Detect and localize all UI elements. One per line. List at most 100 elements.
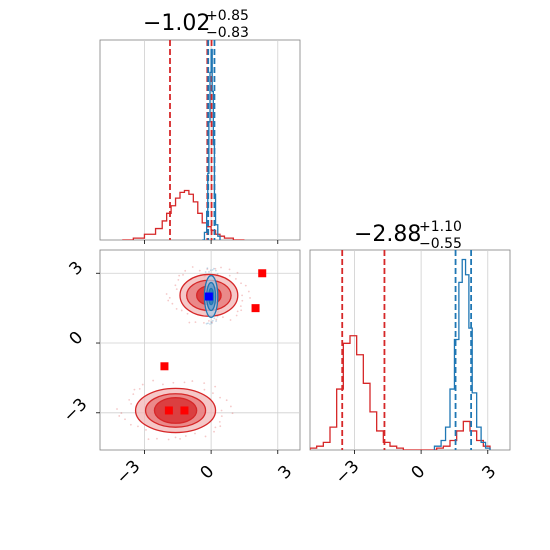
panel-bottom-left: [96, 249, 301, 454]
scatter-point: [236, 310, 239, 313]
y-tick-label: 0: [66, 328, 88, 350]
scatter-point: [208, 270, 210, 273]
scatter-point: [219, 396, 221, 399]
scatter-point: [239, 305, 242, 308]
scatter-point: [215, 318, 218, 321]
scatter-point: [184, 435, 187, 437]
x-tick-label: 3: [275, 462, 297, 484]
marker-point: [164, 406, 173, 415]
scatter-point: [198, 269, 201, 272]
x-tick-label: 0: [408, 462, 430, 484]
scatter-point: [204, 435, 207, 438]
scatter-point: [156, 437, 158, 440]
scatter-point: [235, 314, 238, 317]
scatter-point: [205, 322, 208, 325]
scatter-point: [118, 415, 121, 417]
series-group: [116, 266, 267, 441]
scatter-point: [214, 385, 217, 388]
scatter-point: [167, 299, 170, 302]
marker-point: [251, 304, 260, 313]
scatter-point: [145, 429, 147, 431]
x-tick-label: −3: [332, 457, 364, 489]
scatter-point: [247, 290, 250, 293]
scatter-point: [216, 273, 219, 275]
scatter-point: [177, 278, 180, 281]
bottom-left-x-tick-labels: −3 0 3: [113, 457, 297, 489]
tick-marks: [96, 272, 279, 454]
y-tick-label: 3: [66, 258, 88, 280]
scatter-point: [124, 418, 126, 421]
scatter-point: [188, 321, 191, 324]
scatter-point: [211, 319, 214, 322]
marker-point: [180, 406, 189, 415]
scatter-point: [240, 309, 243, 312]
scatter-point: [210, 321, 213, 323]
scatter-point: [228, 268, 231, 271]
scatter-point: [162, 383, 164, 386]
scatter-point: [174, 436, 177, 439]
scatter-point: [215, 320, 218, 323]
scatter-point: [168, 296, 171, 299]
scatter-point: [178, 274, 181, 277]
scatter-point: [183, 381, 186, 384]
scatter-point: [220, 409, 223, 412]
scatter-point: [228, 274, 231, 277]
scatter-point: [128, 398, 131, 401]
scatter-point: [207, 322, 209, 325]
scatter-point: [209, 323, 211, 325]
scatter-point: [212, 392, 214, 395]
title-value: −1.02: [143, 11, 210, 36]
scatter-point: [120, 412, 123, 414]
scatter-point: [211, 269, 214, 271]
x-tick-label: 0: [197, 462, 219, 484]
title-lower-error: −0.55: [419, 236, 462, 252]
title-upper-error: +1.10: [419, 219, 462, 235]
scatter-point: [116, 408, 118, 410]
scatter-point: [213, 430, 215, 433]
histogram-step-series-1: [202, 48, 221, 240]
scatter-point: [186, 312, 189, 315]
scatter-point: [133, 388, 136, 391]
scatter-point: [191, 380, 194, 382]
scatter-point: [130, 402, 133, 405]
scatter-point: [194, 321, 197, 323]
scatter-point: [180, 309, 183, 312]
tick-marks: [354, 450, 489, 454]
contour-level-series-0: [153, 397, 198, 424]
scatter-point: [210, 322, 213, 325]
series-group: [310, 250, 491, 450]
scatter-point: [240, 282, 242, 285]
scatter-point: [137, 425, 139, 428]
scatter-point: [175, 307, 178, 310]
scatter-point: [216, 315, 219, 318]
marker-point: [160, 362, 169, 371]
scatter-point: [175, 288, 178, 291]
scatter-point: [184, 269, 187, 272]
scatter-point: [171, 302, 174, 305]
histogram-step-series-1: [433, 258, 491, 450]
title-lower-error: −0.83: [206, 25, 249, 41]
scatter-point: [202, 321, 205, 324]
histogram-step-series-0: [310, 335, 491, 450]
panel-top-left: [99, 39, 301, 244]
scatter-point: [174, 284, 177, 287]
scatter-point: [222, 316, 224, 319]
axes-frame: [99, 39, 301, 241]
grid: [354, 250, 489, 450]
x-tick-label: −3: [113, 457, 145, 489]
x-tick-label: 3: [479, 462, 501, 484]
scatter-point: [147, 438, 150, 441]
scatter-point: [234, 278, 237, 280]
y-tick-label: −3: [60, 395, 92, 427]
scatter-point: [220, 266, 222, 269]
bottom-left-y-tick-labels: −3 0 3: [60, 258, 92, 427]
bottom-right-x-tick-labels: −3 0 3: [332, 457, 501, 489]
scatter-point: [231, 412, 234, 415]
marker-point: [258, 269, 267, 278]
scatter-point: [165, 293, 168, 295]
scatter-point: [194, 432, 196, 435]
scatter-point: [241, 294, 244, 297]
scatter-point: [225, 399, 228, 402]
scatter-point: [182, 274, 184, 276]
